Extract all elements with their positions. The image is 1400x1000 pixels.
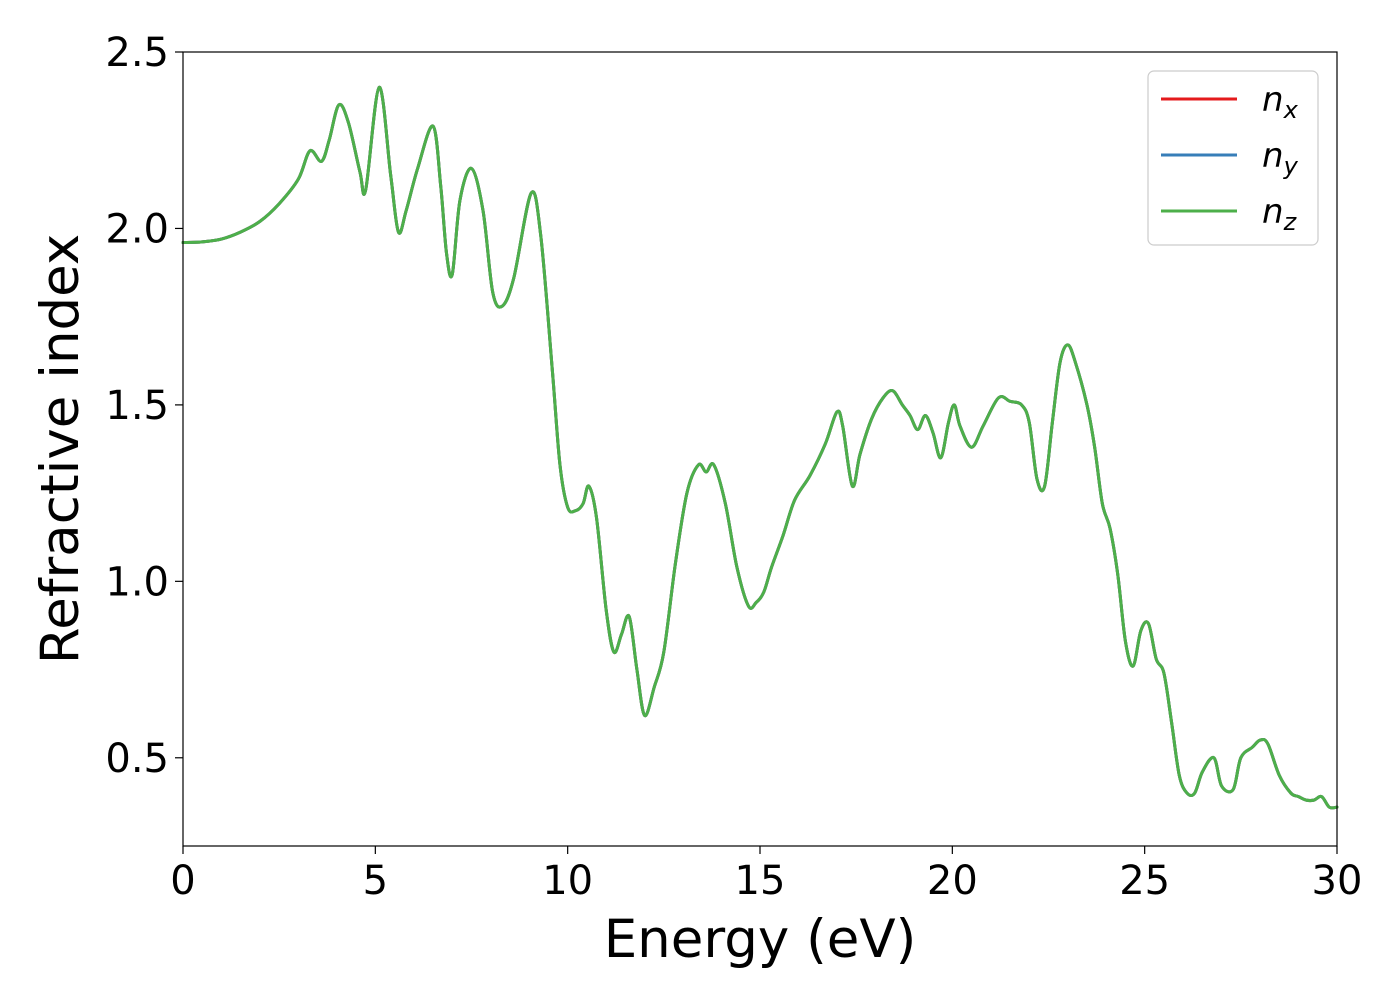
y-axis-ticks: 0.5 1.0 1.5 2.0 2.5 — [105, 30, 183, 782]
x-tick-label: 30 — [1312, 858, 1363, 904]
x-tick-label: 0 — [170, 858, 195, 904]
x-tick-label: 25 — [1119, 858, 1170, 904]
y-tick-label: 2.5 — [105, 30, 169, 76]
series-layer — [181, 85, 1339, 810]
series-line-nz — [181, 85, 1339, 810]
y-tick-label: 1.5 — [105, 383, 169, 429]
x-tick-label: 5 — [363, 858, 388, 904]
y-axis-label: Refractive index — [30, 234, 91, 664]
x-axis-label: Energy (eV) — [604, 909, 917, 970]
x-axis-ticks: 0 5 10 15 20 25 30 — [170, 846, 1362, 904]
y-tick-label: 0.5 — [105, 736, 169, 782]
x-tick-label: 15 — [735, 858, 786, 904]
y-tick-label: 1.0 — [105, 559, 169, 605]
legend-label-nz: nz — [1262, 192, 1298, 236]
x-tick-label: 10 — [542, 858, 593, 904]
x-tick-label: 20 — [927, 858, 978, 904]
y-tick-label: 2.0 — [105, 206, 169, 252]
plot-area — [183, 52, 1337, 846]
legend-frame — [1147, 70, 1319, 246]
